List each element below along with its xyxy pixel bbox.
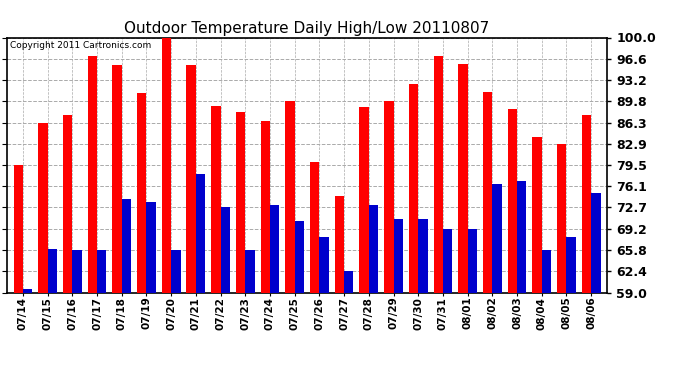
Bar [261, 122, 270, 292]
Bar [458, 64, 468, 292]
Bar [384, 101, 393, 292]
Bar [359, 107, 369, 292]
Bar [38, 123, 48, 292]
Bar [418, 219, 428, 292]
Bar [236, 112, 245, 292]
Bar [542, 250, 551, 292]
Bar [270, 206, 279, 292]
Bar [14, 165, 23, 292]
Bar [533, 137, 542, 292]
Bar [211, 106, 221, 292]
Bar [63, 115, 72, 292]
Bar [161, 38, 171, 292]
Bar [221, 207, 230, 292]
Bar [566, 237, 576, 292]
Title: Outdoor Temperature Daily High/Low 20110807: Outdoor Temperature Daily High/Low 20110… [124, 21, 490, 36]
Bar [48, 249, 57, 292]
Bar [186, 66, 196, 292]
Bar [582, 115, 591, 292]
Bar [295, 221, 304, 292]
Bar [23, 290, 32, 292]
Bar [285, 101, 295, 292]
Bar [97, 250, 106, 292]
Bar [137, 93, 146, 292]
Bar [196, 174, 205, 292]
Bar [369, 206, 378, 292]
Bar [171, 250, 181, 292]
Bar [591, 193, 600, 292]
Text: Copyright 2011 Cartronics.com: Copyright 2011 Cartronics.com [10, 41, 151, 50]
Bar [557, 144, 566, 292]
Bar [508, 109, 517, 292]
Bar [245, 250, 255, 292]
Bar [344, 271, 353, 292]
Bar [88, 56, 97, 292]
Bar [409, 84, 418, 292]
Bar [393, 219, 403, 292]
Bar [443, 229, 453, 292]
Bar [493, 184, 502, 292]
Bar [433, 56, 443, 292]
Bar [121, 199, 131, 292]
Bar [335, 196, 344, 292]
Bar [319, 237, 329, 292]
Bar [146, 202, 156, 292]
Bar [468, 229, 477, 292]
Bar [72, 250, 81, 292]
Bar [483, 92, 493, 292]
Bar [310, 162, 319, 292]
Bar [112, 66, 121, 292]
Bar [517, 180, 526, 292]
